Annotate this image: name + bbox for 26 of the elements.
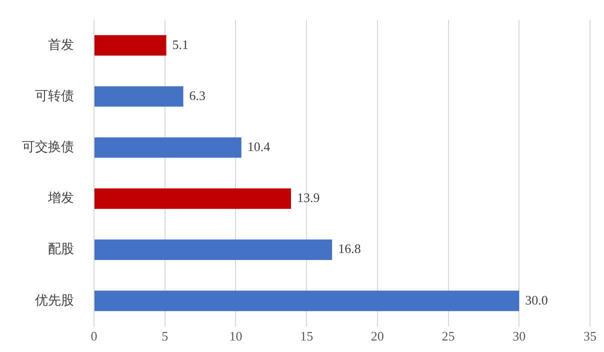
y-tick-label: 首发 bbox=[48, 36, 74, 52]
data-label: 5.1 bbox=[172, 36, 189, 52]
y-tick-label: 增发 bbox=[47, 190, 74, 206]
x-tick-label: 20 bbox=[370, 328, 384, 344]
data-label: 6.3 bbox=[189, 88, 206, 103]
y-tick-label: 可交换债 bbox=[22, 138, 74, 154]
x-tick-label: 15 bbox=[300, 328, 314, 344]
y-tick-label: 优先股 bbox=[35, 292, 74, 308]
y-tick-label: 配股 bbox=[48, 241, 74, 256]
x-tick-label: 25 bbox=[442, 328, 455, 344]
x-tick-label: 35 bbox=[584, 328, 596, 344]
x-tick-label: 10 bbox=[229, 328, 242, 344]
bar bbox=[94, 137, 242, 158]
data-label: 16.8 bbox=[338, 241, 361, 256]
data-label: 13.9 bbox=[296, 190, 320, 206]
bar bbox=[94, 86, 184, 107]
bar bbox=[94, 188, 291, 209]
bar bbox=[94, 240, 332, 260]
bar bbox=[94, 290, 520, 312]
x-tick-label: 0 bbox=[90, 328, 98, 344]
bar bbox=[94, 35, 166, 56]
x-tick-label: 30 bbox=[512, 328, 526, 344]
x-tick-label: 5 bbox=[162, 328, 168, 344]
y-tick-label: 可转债 bbox=[35, 88, 74, 103]
data-label: 30.0 bbox=[525, 292, 548, 308]
data-label: 10.4 bbox=[247, 138, 271, 154]
